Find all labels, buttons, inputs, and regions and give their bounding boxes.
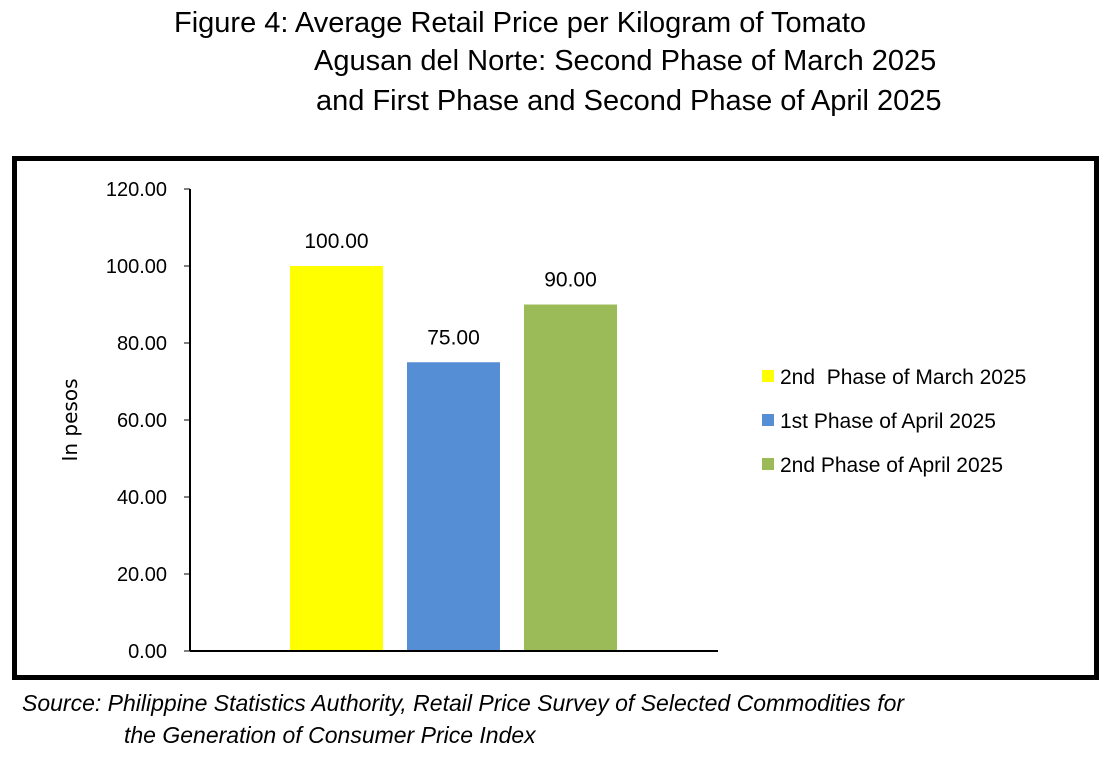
- bars: [290, 266, 617, 651]
- legend-label-3: 2nd Phase of April 2025: [780, 454, 1003, 477]
- y-tick-label: 100.00: [106, 256, 167, 278]
- data-label-3: 90.00: [544, 269, 597, 292]
- legend-label-2: 1st Phase of April 2025: [780, 410, 996, 433]
- legend-swatch-1: [762, 370, 774, 382]
- data-label-1: 100.00: [304, 230, 368, 253]
- chart-title-line-1: Figure 4: Average Retail Price per Kilog…: [174, 7, 867, 39]
- bar-1: [290, 266, 383, 651]
- source-note-line-1: Source: Philippine Statistics Authority,…: [22, 690, 905, 716]
- legend: 2nd Phase of March 2025 1st Phase of Apri…: [762, 366, 1026, 477]
- axes: [189, 189, 718, 652]
- y-tick-label: 80.00: [117, 333, 167, 355]
- chart-frame: [12, 156, 1099, 680]
- legend-swatch-2: [762, 414, 774, 426]
- y-tick-label: 60.00: [117, 410, 167, 432]
- chart-title-line-3: and First Phase and Second Phase of Apri…: [316, 85, 942, 117]
- data-labels: 100.00 75.00 90.00: [304, 230, 596, 349]
- y-tick-label: 40.00: [117, 487, 167, 509]
- legend-label-1: 2nd Phase of March 2025: [780, 366, 1026, 389]
- y-tick-label: 0.00: [128, 641, 167, 663]
- bar-2: [407, 362, 500, 651]
- y-axis-ticks: 0.00 20.00 40.00 60.00 80.00 100.00 120.00: [106, 179, 190, 663]
- y-axis-label: In pesos: [58, 378, 82, 461]
- chart-title-line-2: Agusan del Norte: Second Phase of March …: [314, 45, 937, 77]
- source-note-line-2: the Generation of Consumer Price Index: [124, 722, 536, 748]
- y-tick-label: 120.00: [106, 179, 167, 201]
- data-label-2: 75.00: [427, 326, 480, 349]
- y-tick-label: 20.00: [117, 564, 167, 586]
- legend-swatch-3: [762, 458, 774, 470]
- bar-3: [524, 304, 617, 651]
